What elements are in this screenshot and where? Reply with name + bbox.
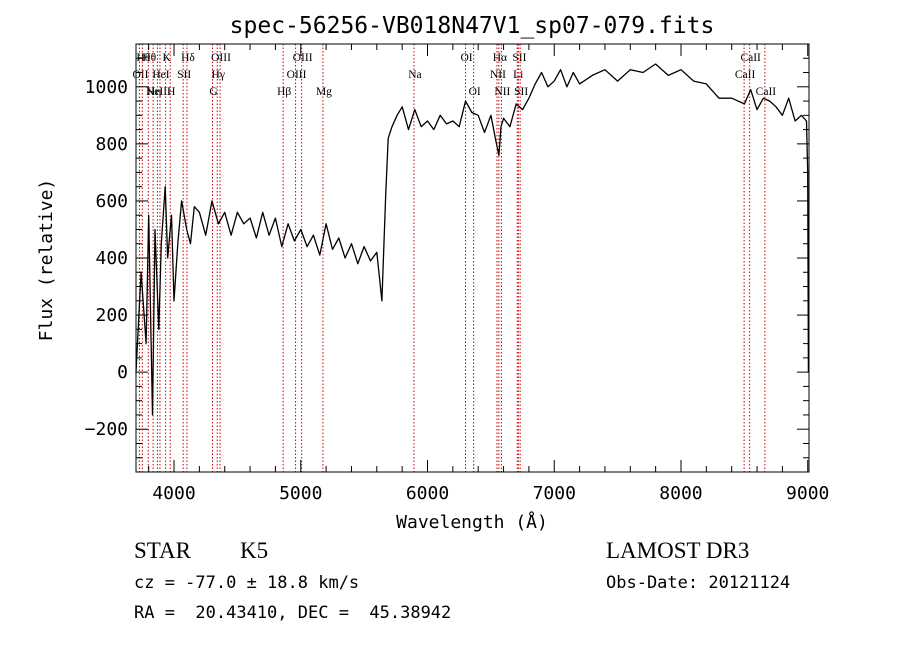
- object-class-label: STAR: [134, 538, 191, 563]
- line-marker-label-11: Hγ: [212, 69, 225, 81]
- x-tick-label-4: 8000: [659, 483, 702, 504]
- line-marker-label-3: Hη: [147, 86, 161, 98]
- y-tick-label-0: −200: [85, 419, 128, 440]
- spectrum-chart: spec-56256-VB018N47V1_sp07-079.fits OII H…: [36, 13, 829, 533]
- obs-date-text: Obs-Date: 20121124: [606, 573, 791, 593]
- line-marker-label-5: HeI: [152, 69, 169, 81]
- plot-frame: [135, 43, 810, 473]
- x-tick-label-3: 7000: [533, 483, 576, 504]
- line-marker-label-1: Hθ: [136, 52, 150, 64]
- plot-axes: 4000 5000 6000 7000 8000 9000 −200 0 200 400 600 80…: [85, 43, 829, 504]
- line-marker-label-19: OI: [469, 86, 481, 98]
- line-marker-label-26: CaII: [735, 69, 756, 81]
- line-marker-label-18: OI: [460, 52, 472, 64]
- survey-label: LAMOST DR3: [606, 538, 750, 563]
- line-marker-label-0: OII: [132, 69, 148, 81]
- redshift-text: cz = -77.0 ± 18.8 km/s: [134, 573, 360, 593]
- x-axis-label: Wavelength (Å): [396, 511, 548, 533]
- spectrum-line-0: [135, 63, 810, 416]
- line-marker-label-15: OIII: [293, 52, 313, 64]
- emission-line-markers: OIIHθHθHηNeIIIHeIKHSIIHδGHγOIIIHβOIIIOII…: [132, 44, 776, 472]
- line-marker-label-2: Hθ: [142, 52, 156, 64]
- line-marker-label-21: Hα: [493, 52, 507, 64]
- line-marker-label-8: SII: [177, 69, 191, 81]
- line-marker-label-22: NII: [494, 86, 510, 98]
- y-tick-label-3: 400: [95, 248, 128, 269]
- line-marker-label-7: H: [167, 86, 175, 98]
- line-marker-label-13: Hβ: [277, 86, 291, 98]
- line-marker-label-25: SII: [514, 86, 528, 98]
- line-marker-label-17: Na: [408, 69, 421, 81]
- line-marker-label-27: CaII: [740, 52, 761, 64]
- line-marker-label-16: Mg: [316, 86, 332, 98]
- line-marker-label-23: Li: [513, 69, 523, 81]
- y-tick-label-1: 0: [117, 362, 128, 383]
- object-subclass-label: K5: [240, 538, 269, 563]
- line-marker-label-14: OIII: [287, 69, 307, 81]
- spectrum-series: [135, 63, 810, 416]
- x-tick-label-1: 5000: [279, 483, 322, 504]
- line-marker-label-10: G: [209, 86, 217, 98]
- x-tick-label-0: 4000: [152, 483, 195, 504]
- y-axis-label: Flux (relative): [36, 179, 57, 342]
- y-tick-label-6: 1000: [85, 77, 128, 98]
- line-marker-label-28: CaII: [756, 86, 777, 98]
- y-tick-label-2: 200: [95, 305, 128, 326]
- line-marker-label-12: OIII: [211, 52, 231, 64]
- y-tick-label-5: 800: [95, 134, 128, 155]
- line-marker-label-24: SII: [512, 52, 526, 64]
- line-marker-label-9: Hδ: [181, 52, 195, 64]
- coordinates-text: RA = 20.43410, DEC = 45.38942: [134, 603, 452, 623]
- chart-title: spec-56256-VB018N47V1_sp07-079.fits: [230, 13, 715, 39]
- line-marker-label-4: NeIII: [146, 86, 171, 98]
- y-tick-label-4: 600: [95, 191, 128, 212]
- x-tick-label-5: 9000: [786, 483, 829, 504]
- line-marker-label-6: K: [163, 52, 172, 64]
- x-tick-label-2: 6000: [406, 483, 449, 504]
- line-marker-label-20: NII: [490, 69, 506, 81]
